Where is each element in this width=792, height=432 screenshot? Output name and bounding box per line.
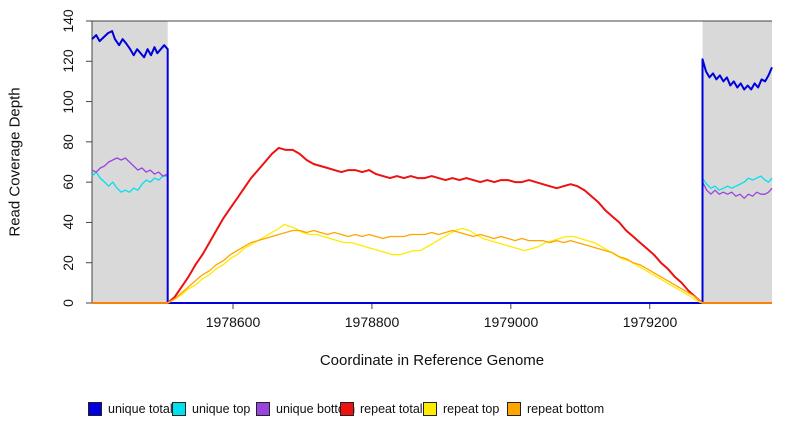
legend-item-repeat-total: repeat total: [340, 402, 423, 416]
legend-item-repeat-bottom: repeat bottom: [507, 402, 604, 416]
unique-total-swatch-icon: [88, 402, 102, 416]
legend-label: repeat total: [360, 402, 423, 416]
y-tick-label: 60: [60, 174, 76, 190]
repeat-top-swatch-icon: [423, 402, 437, 416]
x-tick-label: 1979000: [483, 314, 539, 330]
legend-label: repeat top: [443, 402, 500, 416]
series-line-repeat-total: [92, 146, 772, 304]
legend-label: unique bottom: [276, 402, 356, 416]
x-tick-label: 1978600: [205, 314, 261, 330]
y-tick-label: 40: [60, 214, 76, 231]
y-tick-label: 100: [60, 89, 76, 114]
y-axis-title: Read Coverage Depth: [6, 87, 24, 237]
shaded-region: [702, 21, 772, 303]
x-tick-label: 1979200: [622, 314, 678, 330]
unique-bottom-swatch-icon: [256, 402, 270, 416]
legend-item-unique-bottom: unique bottom: [256, 402, 355, 416]
series-line-unique-total: [91, 30, 773, 304]
legend-item-repeat-top: repeat top: [423, 402, 499, 416]
unique-top-swatch-icon: [172, 402, 186, 416]
y-tick-label: 20: [60, 254, 76, 271]
y-tick-label: 140: [60, 9, 76, 33]
x-tick-label: 1978800: [344, 314, 400, 330]
legend: unique total unique top unique bottom re…: [0, 402, 792, 420]
legend-item-unique-top: unique top: [172, 402, 250, 416]
legend-label: unique top: [192, 402, 251, 416]
repeat-total-swatch-icon: [340, 402, 354, 416]
legend-label: unique total: [108, 402, 173, 416]
y-tick-label: 120: [60, 49, 76, 73]
x-axis-title: Coordinate in Reference Genome: [319, 352, 545, 369]
series-line-repeat-top: [92, 223, 772, 304]
series-line-unique-top: [91, 171, 773, 304]
legend-item-unique-total: unique total: [88, 402, 173, 416]
repeat-bottom-swatch-icon: [507, 402, 521, 416]
y-tick-label: 0: [60, 299, 76, 307]
series-line-repeat-bottom: [92, 229, 772, 304]
legend-label: repeat bottom: [527, 402, 605, 416]
y-tick-label: 80: [60, 134, 76, 150]
